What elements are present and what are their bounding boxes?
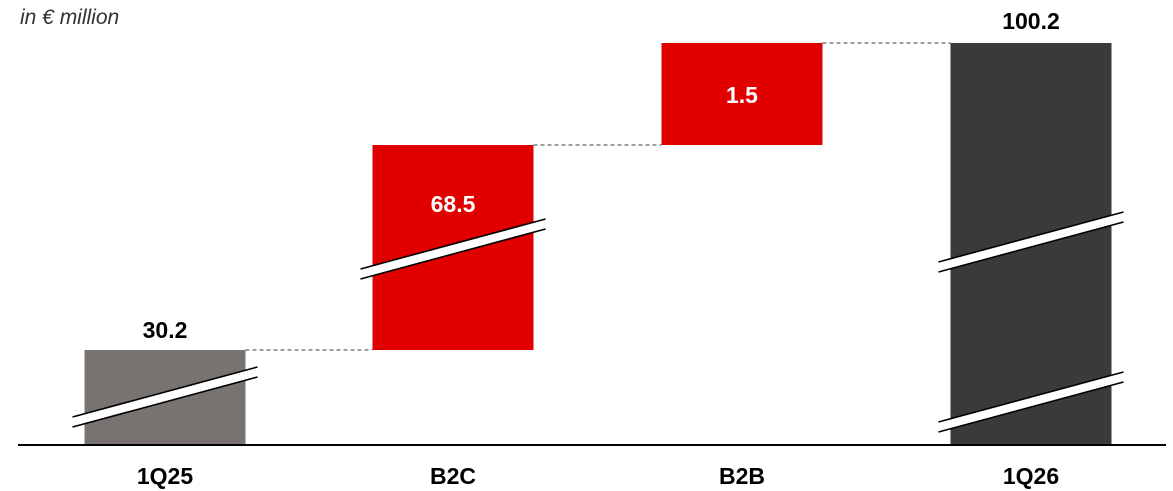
- axis-break-mark: [938, 211, 1124, 273]
- value-label: 30.2: [143, 317, 188, 343]
- axis-break-mark-gap: [938, 372, 1124, 432]
- axis-break-mark-edge: [938, 211, 1124, 263]
- axis-break-mark-gap: [360, 219, 546, 279]
- category-label: B2B: [719, 463, 765, 489]
- axis-break-mark-edge: [72, 376, 258, 428]
- axis-break-mark-edge: [938, 221, 1124, 273]
- axis-break-mark: [72, 366, 258, 428]
- category-label: 1Q26: [1003, 463, 1059, 489]
- value-label: 68.5: [431, 191, 476, 217]
- category-label: B2C: [430, 463, 476, 489]
- axis-break-mark-edge: [360, 228, 546, 280]
- axis-break-mark-edge: [938, 371, 1124, 423]
- axis-break-mark: [360, 218, 546, 280]
- value-label: 1.5: [726, 82, 758, 108]
- unit-note: in € million: [20, 6, 120, 29]
- axis-break-mark: [938, 371, 1124, 433]
- axis-break-mark-edge: [72, 366, 258, 418]
- axis-break-mark-edge: [938, 381, 1124, 433]
- axis-break-mark-gap: [938, 212, 1124, 272]
- bar-b2b: [661, 43, 823, 145]
- axis-break-mark-edge: [360, 218, 546, 270]
- category-label: 1Q25: [137, 463, 193, 489]
- value-label: 100.2: [1002, 8, 1060, 34]
- axis-break-mark-gap: [72, 367, 258, 427]
